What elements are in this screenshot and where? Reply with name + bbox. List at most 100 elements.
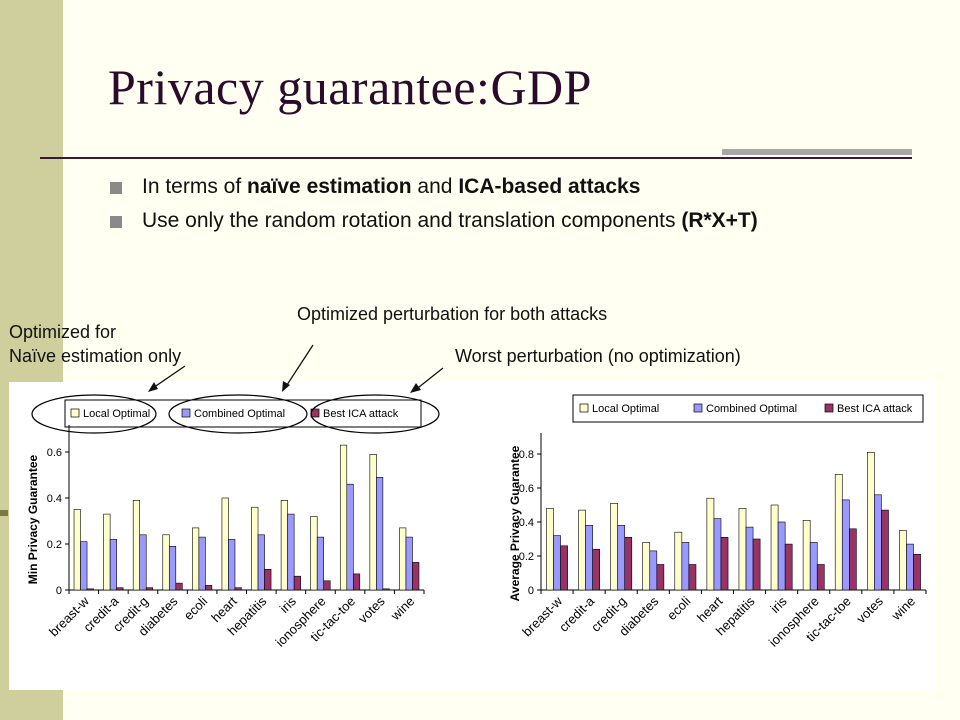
average-privacy-chart: Local Optimal Combined Optimal Best ICA at… — [508, 394, 927, 650]
bar — [280, 500, 288, 591]
x-tick-label: wine — [888, 594, 918, 624]
bar — [649, 550, 658, 591]
bar — [412, 562, 420, 591]
bar — [770, 504, 779, 591]
bar — [745, 526, 754, 591]
y-tick-label: 0.6 — [47, 447, 62, 459]
bar — [610, 503, 618, 591]
min-privacy-chart: Local Optimal Combined Optimal Best ICA at… — [26, 394, 440, 650]
bar — [257, 534, 265, 591]
bar — [86, 588, 94, 591]
bar — [899, 530, 907, 591]
bar — [809, 542, 818, 591]
x-tick-label: breast-w — [46, 593, 92, 639]
bar — [109, 539, 117, 591]
bar — [399, 527, 407, 591]
bar — [849, 528, 857, 591]
bar — [168, 546, 177, 591]
x-tick-label: ecoli — [664, 593, 694, 623]
bar — [841, 499, 850, 591]
bar — [376, 477, 384, 591]
bar — [777, 521, 786, 591]
bullet-item: In terms of naïve estimation and ICA-bas… — [108, 174, 928, 199]
bar — [906, 543, 914, 591]
bar — [866, 452, 875, 591]
y-tick-label: 0 — [56, 585, 62, 597]
annotation-worst: Worst perturbation (no optimization) — [455, 346, 741, 366]
annotation-naive-line2: Naïve estimation only — [9, 346, 182, 366]
bar — [546, 508, 554, 591]
bar — [585, 525, 593, 591]
bar — [617, 525, 626, 591]
bar — [139, 534, 147, 591]
y-tick-label: 0.2 — [519, 551, 534, 563]
bullet-item: Use only the random rotation and transla… — [108, 208, 928, 233]
charts-panel: Local Optimal Combined Optimal Best ICA at… — [9, 382, 936, 690]
legend-label: Best ICA attack — [837, 403, 913, 415]
bar — [316, 536, 325, 591]
bar — [293, 575, 301, 591]
bar — [287, 513, 295, 591]
bar — [198, 536, 206, 591]
bar — [234, 587, 242, 591]
bar — [642, 542, 651, 591]
y-tick-label: 0.4 — [47, 493, 62, 505]
bar — [346, 483, 354, 591]
bar — [339, 444, 348, 591]
x-tick-label: breast-w — [519, 593, 565, 639]
highlight-ellipse — [310, 394, 440, 434]
bar — [874, 494, 882, 591]
bar — [738, 508, 747, 591]
bar — [578, 509, 586, 591]
bar — [352, 573, 361, 591]
bullet-bold-text: naïve estimation — [247, 175, 412, 198]
legend-swatch — [824, 403, 834, 413]
bar — [162, 534, 170, 591]
bar — [310, 516, 318, 591]
bar — [674, 531, 683, 591]
bar — [205, 585, 213, 591]
bar — [681, 542, 690, 591]
square-bullet-icon — [110, 216, 122, 228]
legend-swatch — [693, 403, 703, 413]
bar — [656, 564, 665, 591]
legend-swatch — [181, 408, 191, 418]
bar — [688, 564, 697, 591]
bullet-text: Use only the random rotation and transla… — [142, 209, 682, 232]
bar — [369, 454, 377, 591]
bullet-bold-text: (R*X+T) — [681, 209, 758, 232]
bar — [720, 537, 729, 591]
y-axis-label: Min Privacy Guarantee — [26, 454, 40, 584]
bar — [264, 569, 272, 591]
square-bullet-icon — [110, 182, 122, 194]
legend-label: Best ICA attack — [323, 408, 399, 420]
bar — [553, 535, 561, 591]
legend-label: Local Optimal — [592, 403, 659, 415]
title-accent-bar — [722, 149, 912, 155]
bar — [913, 554, 921, 591]
x-tick-label: ecoli — [181, 593, 211, 623]
bar — [73, 509, 81, 591]
bar — [382, 588, 390, 591]
bar — [405, 536, 413, 591]
bar — [145, 587, 154, 591]
y-tick-label: 0.4 — [519, 517, 534, 529]
y-tick-label: 0 — [528, 585, 534, 597]
bar — [192, 527, 200, 591]
bar — [752, 538, 761, 591]
bar — [816, 564, 825, 591]
x-tick-label: iris — [767, 593, 790, 616]
bar — [228, 539, 236, 591]
title-underline — [40, 157, 912, 159]
legend-label: Local Optimal — [83, 408, 150, 420]
bar — [834, 474, 843, 591]
bullet-text: In terms of — [142, 175, 248, 198]
y-tick-label: 0.6 — [519, 483, 534, 495]
annotation-naive-line1: Optimized for — [9, 322, 117, 342]
legend-swatch — [579, 403, 589, 413]
legend-label: Combined Optimal — [194, 408, 285, 420]
bar — [560, 545, 568, 591]
y-tick-label: 0.2 — [47, 539, 62, 551]
bar — [802, 520, 811, 591]
x-tick-label: iris — [277, 593, 300, 616]
